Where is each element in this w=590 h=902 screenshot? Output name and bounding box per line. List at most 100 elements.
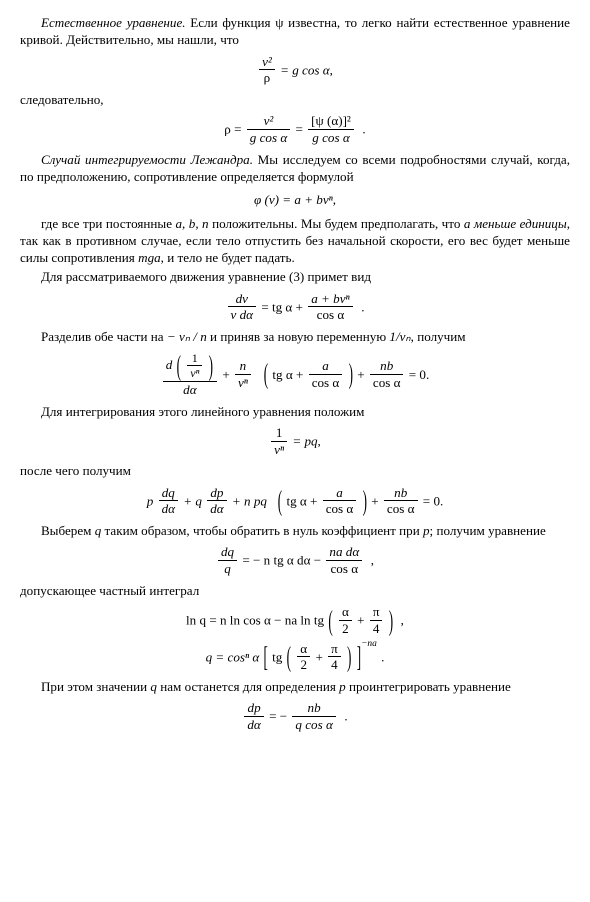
- lparen-icon: (: [264, 355, 268, 393]
- rparen-icon: ): [349, 355, 353, 393]
- eq0: = 0.: [423, 493, 443, 508]
- comma: ,: [367, 553, 374, 568]
- numerator: π: [328, 642, 341, 658]
- numerator: dp: [244, 701, 263, 717]
- fraction-2: [ψ (α)]² g cos α: [308, 114, 354, 144]
- denominator: dα: [207, 501, 226, 516]
- denominator: g cos α: [247, 130, 290, 145]
- numerator: na dα: [326, 545, 362, 561]
- fraction-dq-q: dq q: [218, 545, 237, 575]
- equation-2: ρ = v² g cos α = [ψ (α)]² g cos α .: [20, 114, 570, 144]
- numerator: α: [297, 642, 310, 658]
- eq0: = 0.: [409, 366, 429, 381]
- numerator: a + bvⁿ: [308, 292, 352, 308]
- fraction-dq-da: dq dα: [159, 486, 178, 516]
- numerator: dp: [207, 486, 226, 502]
- fraction-nb-cos: nb cos α: [370, 359, 404, 389]
- denominator: cos α: [309, 375, 343, 390]
- numerator: 1: [271, 426, 287, 442]
- plus: +: [222, 366, 233, 381]
- equation-1: v² ρ = g cos α,: [20, 55, 570, 85]
- fraction: v² ρ: [259, 55, 275, 85]
- text: Выберем: [41, 523, 95, 538]
- numerator: dq: [159, 486, 178, 502]
- fraction-pi4: π 4: [370, 605, 383, 635]
- equation-11: dp dα = − nb q cos α .: [20, 701, 570, 731]
- numerator: a: [309, 359, 343, 375]
- text: таким образом, чтобы обратить в нуль коэ…: [101, 523, 423, 538]
- text-1-vn: 1/vₙ: [389, 329, 410, 344]
- numerator: a: [323, 486, 357, 502]
- numerator: dq: [218, 545, 237, 561]
- paragraph-natural-eq: Естественное уравнение. Если функция ψ и…: [20, 14, 570, 49]
- denominator: dα: [244, 717, 263, 732]
- numerator: n: [235, 359, 251, 375]
- text: , и тело не будет падать.: [161, 250, 295, 265]
- numerator: [ψ (α)]²: [308, 114, 354, 130]
- heading-natural-eq: Естественное уравнение.: [41, 15, 186, 30]
- denominator: q cos α: [292, 717, 335, 732]
- paragraph-legendre: Случай интегрируемости Лежандра. Мы иссл…: [20, 151, 570, 186]
- fraction-a-cos: a cos α: [323, 486, 357, 516]
- lhs: ρ =: [224, 122, 241, 137]
- space: [256, 366, 259, 381]
- text-a-less-1: a меньше единицы: [464, 216, 567, 231]
- denominator: 4: [328, 657, 341, 672]
- d: d: [166, 357, 173, 372]
- fraction-d-1-vn: d ( 1 vⁿ ) dα: [163, 352, 217, 397]
- tga: tg α +: [272, 366, 303, 381]
- rhs: = pq,: [292, 433, 320, 448]
- numerator: v²: [259, 55, 275, 71]
- fraction-a2: α 2: [297, 642, 310, 672]
- mid: = tg α +: [261, 299, 303, 314]
- fraction-a-cos: a cos α: [309, 359, 343, 389]
- equation-4: dv v dα = tg α + a + bvⁿ cos α .: [20, 292, 570, 322]
- denominator: v dα: [228, 307, 257, 322]
- mid: = −: [269, 709, 287, 724]
- paragraph-motion: Для рассматриваемого движения уравнение …: [20, 268, 570, 285]
- numerator: α: [339, 605, 352, 621]
- fraction-dp-da: dp dα: [244, 701, 263, 731]
- mid: = − n tg α dα −: [242, 553, 321, 568]
- numerator: nb: [370, 359, 404, 375]
- period: .: [341, 709, 348, 724]
- plus: +: [315, 649, 326, 664]
- equals: =: [295, 122, 306, 137]
- text-mga: mga: [138, 250, 161, 265]
- exponent: −na: [361, 639, 377, 649]
- period: .: [381, 649, 384, 664]
- text-vn-n: − vₙ / n: [167, 329, 207, 344]
- text: и приняв за новую переменную: [207, 329, 390, 344]
- plus: +: [371, 493, 382, 508]
- equation-8: dq q = − n tg α dα − na dα cos α ,: [20, 545, 570, 575]
- p: p: [147, 493, 154, 508]
- text: где все три постоянные: [41, 216, 176, 231]
- fraction-nb-cos: nb cos α: [384, 486, 418, 516]
- tga: tg α +: [286, 493, 317, 508]
- paragraph-with-q: При этом значении q нам останется для оп…: [20, 678, 570, 695]
- fraction-pi4: π 4: [328, 642, 341, 672]
- fraction-nada: na dα cos α: [326, 545, 362, 575]
- text-abn: a, b, n: [176, 216, 209, 231]
- denominator: vⁿ: [187, 366, 202, 380]
- paragraph-divide: Разделив обе части на − vₙ / n и приняв …: [20, 328, 570, 345]
- rparen-icon: ): [363, 482, 367, 520]
- period: .: [358, 299, 365, 314]
- fraction-abvn: a + bvⁿ cos α: [308, 292, 352, 322]
- text: нам останется для определения: [157, 679, 339, 694]
- lhs: ln q = n ln cos α − na ln tg: [186, 613, 324, 628]
- text: проинтегрировать уравнение: [346, 679, 511, 694]
- lparen-icon: (: [278, 482, 282, 520]
- lparen-icon: (: [287, 638, 291, 676]
- text-after-which: после чего получим: [20, 462, 570, 479]
- numerator: d ( 1 vⁿ ): [163, 352, 217, 382]
- denominator: dα: [159, 501, 178, 516]
- numerator: dv: [228, 292, 257, 308]
- plus: +: [357, 613, 368, 628]
- text-consequently: следовательно,: [20, 91, 570, 108]
- plus-npq: + n pq: [232, 493, 267, 508]
- rparen-icon: ): [389, 601, 393, 639]
- plus-q: + q: [183, 493, 202, 508]
- denominator: 4: [370, 621, 383, 636]
- lhs: q = cosⁿ α: [206, 649, 263, 664]
